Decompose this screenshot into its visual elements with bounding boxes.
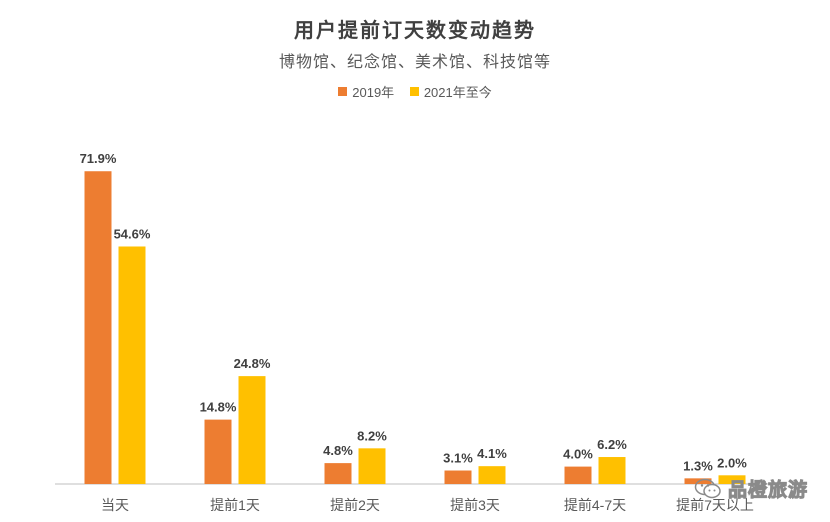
data-label-2021-1: 24.8% — [234, 356, 271, 371]
data-label-2019-1: 14.8% — [200, 400, 237, 415]
category-label-2: 提前2天 — [330, 497, 380, 513]
data-label-2019-2: 4.8% — [323, 443, 353, 458]
category-label-3: 提前3天 — [450, 497, 500, 513]
category-label-1: 提前1天 — [210, 497, 260, 513]
watermark-text: 品橙旅游 — [727, 479, 808, 502]
data-label-2019-3: 3.1% — [443, 451, 473, 466]
bar-2019-2 — [324, 463, 352, 484]
category-label-4: 提前4-7天 — [564, 497, 626, 513]
legend-swatch-2019 — [338, 87, 348, 96]
data-label-2021-0: 54.6% — [114, 226, 151, 241]
bar-2021-4 — [598, 457, 626, 484]
legend-item-2019: 2019年 — [338, 82, 394, 101]
legend-swatch-2021 — [409, 87, 419, 96]
bar-2021-0 — [118, 246, 146, 484]
legend-label-2021: 2021年至今 — [423, 85, 492, 100]
category-label-5: 提前7天以上 — [676, 497, 754, 513]
data-label-2021-2: 8.2% — [357, 428, 387, 443]
watermark: 品橙旅游 — [694, 475, 808, 502]
chart-legend: 2019年 2021年至今 — [0, 82, 830, 101]
data-label-2021-3: 4.1% — [477, 446, 507, 461]
category-label-0: 当天 — [101, 497, 129, 513]
bar-2019-1 — [204, 419, 232, 484]
data-label-2019-0: 71.9% — [80, 151, 117, 166]
chart-subtitle: 博物馆、纪念馆、美术馆、科技馆等 — [278, 52, 551, 71]
legend-label-2019: 2019年 — [352, 85, 395, 100]
data-label-2021-4: 6.2% — [597, 437, 627, 452]
bar-2021-5 — [718, 475, 746, 484]
bar-2021-1 — [238, 376, 266, 484]
wechat-icon — [694, 478, 721, 498]
bar-2019-0 — [84, 171, 112, 485]
data-label-2019-5: 1.3% — [683, 458, 713, 473]
bar-2021-2 — [358, 448, 386, 484]
data-label-2019-4: 4.0% — [563, 447, 593, 462]
legend-item-2021: 2021年至今 — [409, 82, 492, 101]
data-label-2021-5: 2.0% — [717, 455, 747, 470]
chart-title: 用户提前订天数变动趋势 — [294, 18, 536, 42]
bar-2019-4 — [564, 466, 592, 484]
bar-2019-3 — [444, 470, 472, 484]
bar-2021-3 — [478, 466, 506, 484]
